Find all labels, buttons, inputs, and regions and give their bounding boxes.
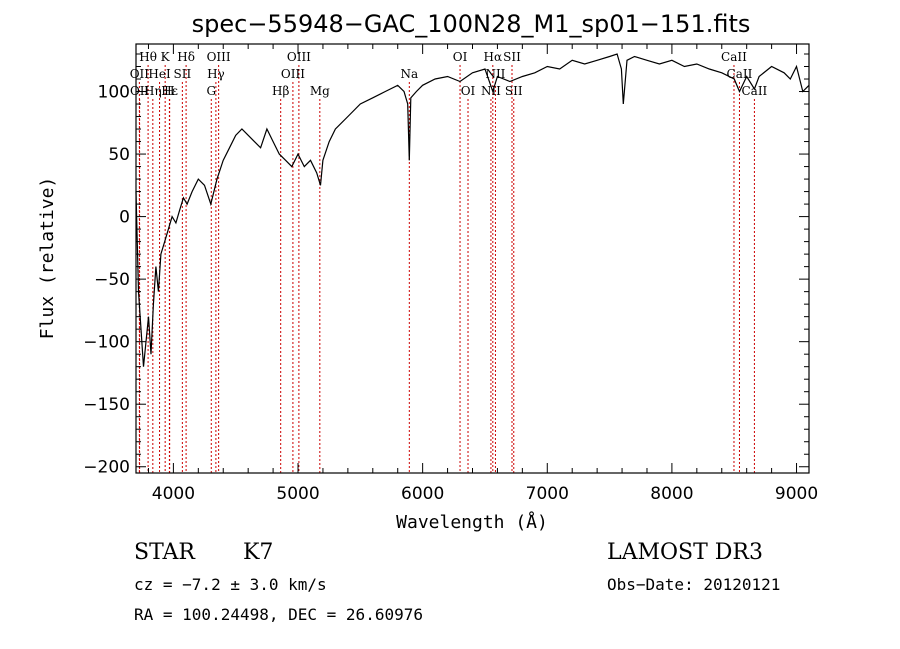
survey-name: LAMOST DR3 (607, 540, 763, 565)
line-label: CaII (721, 50, 747, 64)
line-label: OIII (287, 50, 311, 64)
line-label: Hδ (177, 50, 195, 64)
line-label: Hη (144, 84, 162, 98)
spectrum-series-line (135, 53, 810, 367)
line-label: OI (453, 50, 468, 64)
line-label: Na (400, 67, 418, 81)
line-label: G (206, 84, 216, 98)
y-tick-label: −150 (83, 395, 130, 415)
plot-frame (135, 43, 810, 474)
line-label: NII (481, 84, 501, 98)
line-label: OI (461, 84, 476, 98)
x-axis-label: Wavelength (Å) (396, 511, 548, 533)
x-tick-label: 6000 (401, 484, 444, 504)
line-label: OII (130, 84, 150, 98)
x-tick-label: 9000 (775, 484, 818, 504)
coordinates: RA = 100.24498, DEC = 26.60976 (134, 605, 423, 624)
line-label: OII (130, 67, 150, 81)
line-label: Hε (161, 84, 178, 98)
redshift-velocity: cz = −7.2 ± 3.0 km/s (134, 575, 327, 594)
line-label: SII (174, 67, 192, 81)
line-label: Mg (310, 84, 330, 98)
x-tick-label: 4000 (152, 484, 195, 504)
y-tick-label: 0 (119, 208, 130, 228)
y-tick-label: −200 (83, 458, 130, 478)
y-axis-ticks: −200 −150 −100 −50 0 50 100 (83, 53, 809, 478)
line-label: K (161, 50, 171, 64)
x-tick-label: 7000 (526, 484, 569, 504)
line-label: Hα (484, 50, 503, 64)
line-label: OIII (281, 67, 305, 81)
line-label: Hβ (272, 84, 289, 98)
observation-date: Obs−Date: 20120121 (607, 575, 781, 594)
chart-title: spec−55948−GAC_100N28_M1_sp01−151.fits (192, 10, 751, 38)
x-axis-ticks: 4000 5000 6000 7000 8000 9000 (147, 44, 818, 504)
object-subclass: K7 (243, 540, 274, 565)
y-tick-label: 100 (98, 83, 130, 103)
x-tick-label: 8000 (650, 484, 693, 504)
y-axis-label: Flux (relative) (37, 177, 58, 340)
line-label: Hθ (139, 50, 157, 64)
x-tick-label: 5000 (276, 484, 319, 504)
line-label: Hγ (207, 67, 225, 81)
line-label: SII (503, 50, 521, 64)
line-label: CaII (741, 84, 767, 98)
emission-line-markers (138, 65, 755, 473)
y-tick-label: 50 (108, 145, 130, 165)
line-label: H (164, 84, 174, 98)
object-class: STAR (134, 540, 195, 565)
line-label: OIII (207, 50, 231, 64)
line-label: SII (505, 84, 523, 98)
y-tick-label: −100 (83, 333, 130, 353)
y-tick-label: −50 (94, 270, 130, 290)
line-label: HeI (148, 67, 171, 81)
